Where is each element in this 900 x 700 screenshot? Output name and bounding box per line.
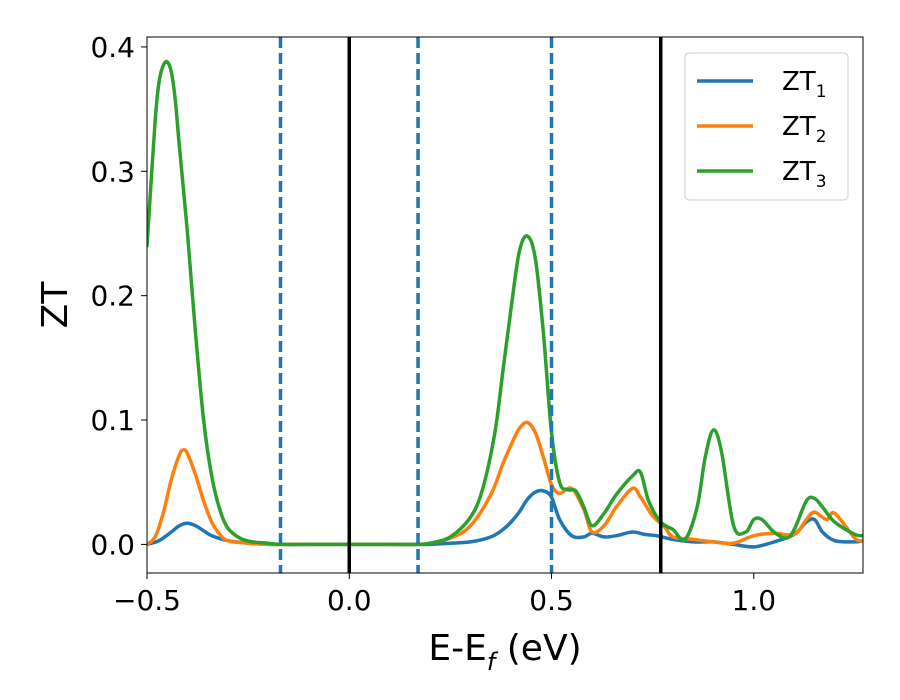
x-axis-label-main: E-E (428, 628, 486, 669)
y-axis-ticks: 0.0 0.1 0.2 0.3 0.4 (90, 31, 147, 561)
y-tick-label: 0.4 (90, 31, 135, 64)
legend-label-2: ZT2 (782, 112, 827, 147)
x-tick-label: 0.0 (327, 584, 372, 617)
y-tick-label: 0.1 (90, 404, 135, 437)
legend-label-3: ZT3 (782, 157, 827, 192)
plot-frame (146, 36, 864, 574)
series-line-2 (147, 420, 863, 547)
legend-label-1: ZT1 (782, 67, 827, 102)
y-tick-label: 0.3 (90, 155, 135, 188)
y-axis-label: ZT (35, 281, 76, 329)
x-axis-label-unit: (eV) (495, 628, 581, 669)
y-tick-label: 0.0 (90, 528, 135, 561)
x-axis-ticks: −0.5 0.0 0.5 1.0 (113, 573, 776, 617)
y-tick-label: 0.2 (90, 280, 135, 313)
series-line-3 (147, 59, 863, 547)
x-tick-label: 1.0 (732, 584, 777, 617)
x-axis-label: E-Ef (eV) (428, 628, 581, 676)
plot-lines (147, 37, 863, 573)
x-tick-label: 0.5 (529, 584, 574, 617)
x-tick-label: −0.5 (113, 584, 181, 617)
legend-box (684, 52, 849, 201)
legend: ZT1 ZT2 ZT3 (684, 52, 849, 201)
